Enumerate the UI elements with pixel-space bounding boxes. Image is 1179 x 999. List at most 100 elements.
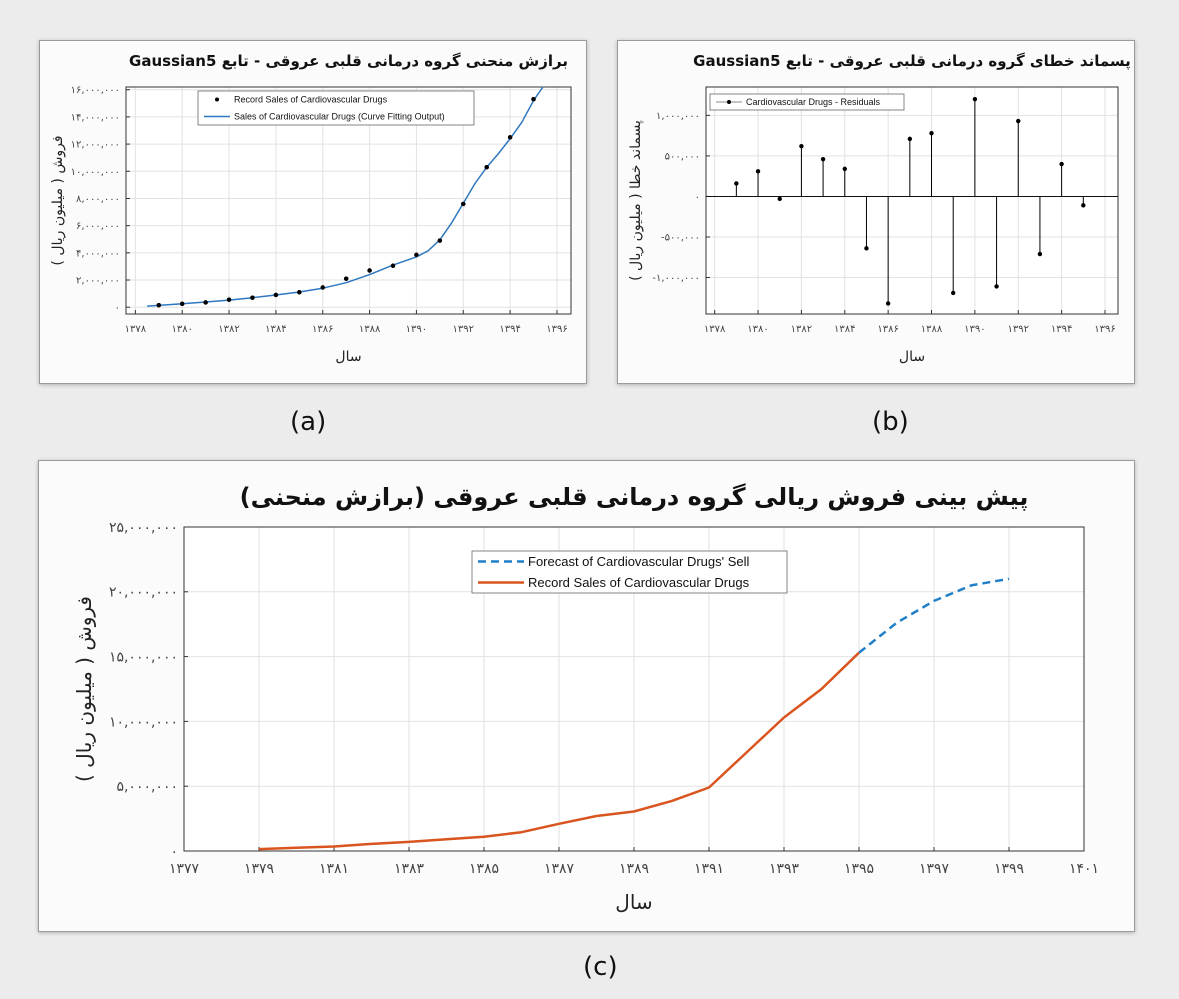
x-tick-label: ۱۳۸۰ bbox=[171, 324, 192, 335]
residual-point bbox=[1081, 203, 1086, 208]
x-tick-label: ۱۳۹۶ bbox=[546, 324, 567, 335]
data-point bbox=[297, 290, 302, 295]
legend-entry: Record Sales of Cardiovascular Drugs bbox=[528, 575, 750, 590]
residual-point bbox=[755, 169, 761, 174]
x-tick-label: ۱۳۹۳ bbox=[769, 861, 800, 877]
x-tick-label: ۱۳۸۸ bbox=[921, 324, 943, 335]
data-point bbox=[226, 297, 232, 302]
data-point bbox=[343, 276, 349, 281]
y-axis-label: پسماند خطا ( میلیون ریال ) bbox=[628, 120, 644, 281]
legend-box bbox=[709, 93, 905, 111]
chart-c-svg: ۱۳۷۷ ۱۳۷۹ ۱۳۸۱ ۱۳۸۳ ۱۳۸۵ ۱۳۸۷ ۱۳۸۹ ۱۳۹۱ ۱۳۹۳ ۱۳۹۵… bbox=[72, 483, 1099, 914]
y-tick-label: ۸,۰۰۰,۰۰۰ bbox=[76, 194, 120, 205]
y-tick-label: ۲۰,۰۰۰,۰۰۰ bbox=[109, 585, 178, 601]
residual-point bbox=[842, 166, 847, 172]
x-axis-label: سال bbox=[615, 890, 652, 914]
y-axis-label: فروش ( میلیون ریال ) bbox=[72, 596, 96, 782]
legend-entry: Sales of Cardiovascular Drugs (Curve Fit… bbox=[234, 112, 445, 122]
x-tick-label: ۱۴۰۱ bbox=[1069, 861, 1099, 877]
x-axis-label: سال bbox=[899, 349, 925, 365]
x-tick-label: ۱۳۹۵ bbox=[844, 861, 874, 877]
y-tick-label: ۵۰۰,۰۰۰ bbox=[665, 151, 700, 162]
x-tick-label: ۱۳۸۹ bbox=[619, 861, 649, 877]
data-point bbox=[203, 300, 208, 305]
legend-entry: Cardiovascular Drugs - Residuals bbox=[746, 97, 881, 107]
x-tick-label: ۱۳۷۸ bbox=[125, 324, 147, 335]
forecast-line bbox=[858, 577, 1010, 654]
residual-point bbox=[777, 196, 782, 202]
data-point bbox=[531, 97, 536, 102]
plot-area bbox=[706, 87, 1118, 314]
residual-point bbox=[885, 301, 891, 306]
x-tick-label: ۱۳۹۶ bbox=[1094, 324, 1115, 335]
legend-marker bbox=[215, 97, 219, 102]
chart-title: پیش بینی فروش ریالی گروه درمانی قلبی عرو… bbox=[240, 483, 1029, 511]
residual-point bbox=[864, 246, 869, 251]
residual-point bbox=[972, 96, 978, 102]
x-axis-label: سال bbox=[335, 349, 361, 365]
y-tick-label: ۱,۰۰۰,۰۰۰ bbox=[656, 111, 700, 122]
data-point bbox=[156, 302, 161, 308]
caption-a: (a) bbox=[290, 407, 327, 437]
x-tick-label: ۱۳۹۲ bbox=[1008, 324, 1029, 335]
x-tick-label: ۱۳۸۲ bbox=[791, 324, 812, 335]
chart-b-svg: ۱۳۷۸ ۱۳۸۰ ۱۳۸۲ ۱۳۸۴ ۱۳۸۶ ۱۳۸۸ ۱۳۹۰ ۱۳۹۲ ۱۳۹۴ ۱۳۹۶… bbox=[628, 52, 1131, 365]
data-point bbox=[461, 201, 466, 207]
x-tick-label: ۱۳۸۵ bbox=[469, 861, 499, 877]
x-tick-label: ۱۳۹۰ bbox=[964, 324, 985, 335]
y-tick-label: ۲,۰۰۰,۰۰۰ bbox=[76, 276, 120, 287]
y-tick-label: -۵۰۰,۰۰۰ bbox=[661, 232, 700, 243]
data-point bbox=[367, 268, 372, 273]
y-tick-label: ۱۲,۰۰۰,۰۰۰ bbox=[71, 140, 120, 151]
data-point bbox=[250, 295, 255, 300]
y-tick-label: ۶,۰۰۰,۰۰۰ bbox=[76, 221, 120, 232]
x-tick-label: ۱۳۸۴ bbox=[265, 324, 286, 335]
residual-point bbox=[1037, 251, 1043, 257]
x-tick-label: ۱۳۸۶ bbox=[312, 324, 333, 335]
chart-panel-b: ۱۳۷۸ ۱۳۸۰ ۱۳۸۲ ۱۳۸۴ ۱۳۸۶ ۱۳۸۸ ۱۳۹۰ ۱۳۹۲ ۱۳۹۴ ۱۳۹۶… bbox=[617, 40, 1135, 384]
legend-entry: Record Sales of Cardiovascular Drugs bbox=[234, 95, 388, 105]
residual-point bbox=[929, 131, 934, 136]
series-line bbox=[147, 86, 544, 307]
y-tick-label: ۰ bbox=[170, 844, 178, 860]
axes-box bbox=[705, 86, 1119, 315]
data-point bbox=[390, 263, 396, 268]
chart-panel-a: ۱۳۷۸ ۱۳۸۰ ۱۳۸۲ ۱۳۸۴ ۱۳۸۶ ۱۳۸۸ ۱۳۹۰ ۱۳۹۲ ۱۳۹۴ ۱۳۹۶… bbox=[39, 40, 587, 384]
legend-entry: Forecast of Cardiovascular Drugs' Sell bbox=[528, 554, 750, 569]
data-point bbox=[320, 285, 325, 290]
x-tick-label: ۱۳۹۷ bbox=[919, 861, 950, 877]
y-tick-label: ۵,۰۰۰,۰۰۰ bbox=[116, 779, 178, 795]
series-line bbox=[258, 651, 860, 851]
x-tick-label: ۱۳۹۹ bbox=[994, 861, 1024, 877]
y-tick-label: -۱,۰۰۰,۰۰۰ bbox=[652, 273, 700, 284]
legend-box bbox=[197, 90, 475, 126]
data-point bbox=[507, 135, 513, 140]
data-point bbox=[273, 292, 279, 298]
residual-point bbox=[951, 290, 956, 296]
y-tick-label: ۱۵,۰۰۰,۰۰۰ bbox=[109, 650, 178, 666]
x-tick-label: ۱۳۹۱ bbox=[694, 861, 724, 877]
data-point bbox=[437, 238, 443, 243]
residual-point bbox=[1016, 118, 1021, 124]
caption-b: (b) bbox=[872, 407, 909, 437]
residual-point bbox=[1059, 161, 1064, 167]
y-tick-label: ۲۵,۰۰۰,۰۰۰ bbox=[109, 520, 178, 536]
caption-c: (c) bbox=[583, 952, 618, 982]
x-tick-label: ۱۳۹۴ bbox=[499, 324, 520, 335]
x-tick-label: ۱۳۸۱ bbox=[319, 861, 349, 877]
chart-a-svg: ۱۳۷۸ ۱۳۸۰ ۱۳۸۲ ۱۳۸۴ ۱۳۸۶ ۱۳۸۸ ۱۳۹۰ ۱۳۹۲ ۱۳۹۴ ۱۳۹۶… bbox=[50, 52, 572, 365]
y-tick-label: ۱۰,۰۰۰,۰۰۰ bbox=[109, 714, 178, 730]
x-tick-label: ۱۳۸۲ bbox=[218, 324, 239, 335]
chart-panel-c: ۱۳۷۷ ۱۳۷۹ ۱۳۸۱ ۱۳۸۳ ۱۳۸۵ ۱۳۸۷ ۱۳۸۹ ۱۳۹۱ ۱۳۹۳ ۱۳۹۵… bbox=[38, 460, 1135, 932]
data-point bbox=[484, 164, 489, 170]
x-tick-label: ۱۳۸۴ bbox=[834, 324, 855, 335]
chart-title: برازش منحنی گروه درمانی قلبی عروقی - تاب… bbox=[129, 52, 568, 70]
residual-point bbox=[907, 136, 913, 142]
x-tick-label: ۱۳۸۸ bbox=[359, 324, 381, 335]
x-tick-label: ۱۳۷۸ bbox=[704, 324, 726, 335]
residual-point bbox=[994, 284, 999, 289]
y-tick-label: ۱۶,۰۰۰,۰۰۰ bbox=[71, 85, 120, 96]
x-tick-label: ۱۳۸۶ bbox=[877, 324, 898, 335]
axes-box bbox=[125, 86, 572, 315]
y-tick-label: ۴,۰۰۰,۰۰۰ bbox=[76, 248, 120, 259]
